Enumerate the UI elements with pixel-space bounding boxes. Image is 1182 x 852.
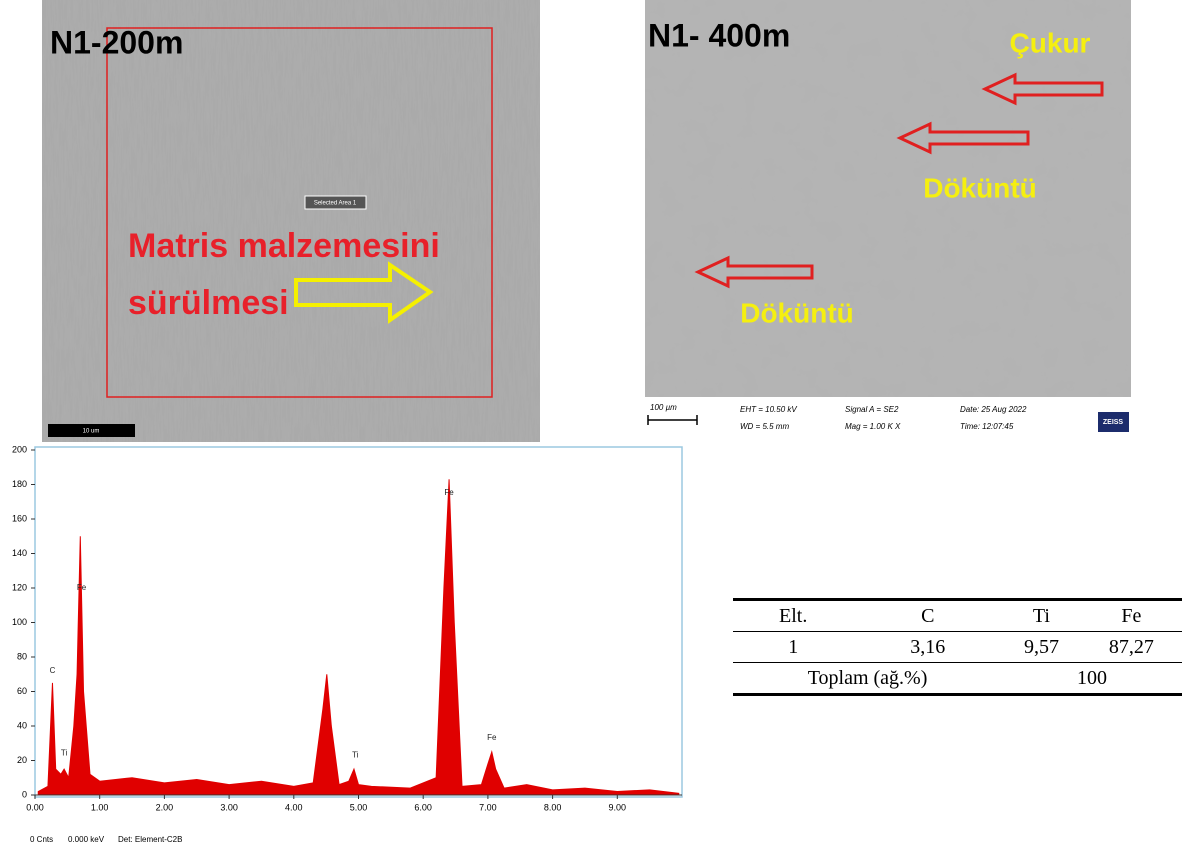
table-cell: 1 <box>733 631 854 663</box>
table-total-label: Toplam (ağ.%) <box>733 662 1003 696</box>
x-tick-label: 1.00 <box>91 802 109 812</box>
x-tick-label: 7.00 <box>479 802 497 812</box>
peak-label: Fe <box>444 488 454 497</box>
table-cell: 3,16 <box>853 631 1003 663</box>
brand: ZEISS <box>1103 419 1124 426</box>
peak-label: Ti <box>352 750 359 759</box>
x-tick-label: 5.00 <box>350 802 368 812</box>
x-tick-label: 3.00 <box>220 802 238 812</box>
y-tick-label: 120 <box>12 582 27 592</box>
footer-text: 0 Cnts <box>30 835 53 844</box>
annotation: Matris malzemesini <box>128 227 440 265</box>
x-tick-label: 6.00 <box>414 802 432 812</box>
y-tick-label: 140 <box>12 548 27 558</box>
sem-image-2: N1- 400m Çukur Döküntü Döküntü 100 µm EH… <box>645 0 1131 442</box>
annotation: Döküntü <box>740 297 854 328</box>
table-header: Ti <box>1002 598 1081 632</box>
annotation: Döküntü <box>923 172 1037 203</box>
y-tick-label: 180 <box>12 479 27 489</box>
composition-table: Elt. C Ti Fe 1 3,16 9,57 87,27 Toplam (ağ.%) 10… <box>733 598 1182 696</box>
table-cell: 87,27 <box>1080 631 1182 663</box>
y-tick-label: 160 <box>12 513 27 523</box>
info: Date: 25 Aug 2022 <box>960 405 1027 414</box>
y-tick-label: 0 <box>22 789 27 799</box>
x-tick-label: 8.00 <box>544 802 562 812</box>
selection-label: Selected Area 1 <box>314 201 357 207</box>
peak-label: Ti <box>61 749 68 758</box>
x-tick-label: 9.00 <box>609 802 627 812</box>
peak-label: C <box>50 666 56 675</box>
table-cell: 9,57 <box>1002 631 1081 663</box>
image-label: N1-200m <box>50 24 183 60</box>
info: Time: 12:07:45 <box>960 422 1014 431</box>
info: WD = 5.5 mm <box>740 422 789 431</box>
y-tick-label: 60 <box>17 686 27 696</box>
y-tick-label: 20 <box>17 755 27 765</box>
footer-text: 0.000 keV <box>68 835 105 844</box>
image-label: N1- 400m <box>648 17 790 53</box>
annotation: Çukur <box>1010 27 1091 58</box>
peak-label: Fe <box>487 733 497 742</box>
y-tick-label: 80 <box>17 651 27 661</box>
x-tick-label: 2.00 <box>156 802 174 812</box>
table-header: Elt. <box>733 598 854 632</box>
table-header: Fe <box>1080 598 1182 632</box>
x-tick-label: 4.00 <box>285 802 303 812</box>
table-header: C <box>853 598 1003 632</box>
footer-text: Det: Element-C2B <box>118 835 182 844</box>
annotation: sürülmesi <box>128 284 289 322</box>
table-total: 100 <box>1002 662 1182 696</box>
info: Signal A = SE2 <box>845 405 899 414</box>
info: Mag = 1.00 K X <box>845 422 901 431</box>
y-tick-label: 40 <box>17 720 27 730</box>
peak-label: Fe <box>77 583 87 592</box>
x-tick-label: 0.00 <box>26 802 44 812</box>
spectrum <box>37 479 680 796</box>
y-tick-label: 100 <box>12 617 27 627</box>
sem-image-1: N1-200m Selected Area 1 Matris malzemesi… <box>42 0 540 442</box>
plot-frame <box>34 446 683 798</box>
scale-bar-label: 100 µm <box>650 403 677 412</box>
eds-chart: 0 20 40 60 80 100 120 140 160 180 200 0.00 1.00 2.00 3… <box>12 444 682 844</box>
info: EHT = 10.50 kV <box>740 405 797 414</box>
y-tick-label: 200 <box>12 444 27 454</box>
scale-bar-label: 10 um <box>83 429 100 435</box>
